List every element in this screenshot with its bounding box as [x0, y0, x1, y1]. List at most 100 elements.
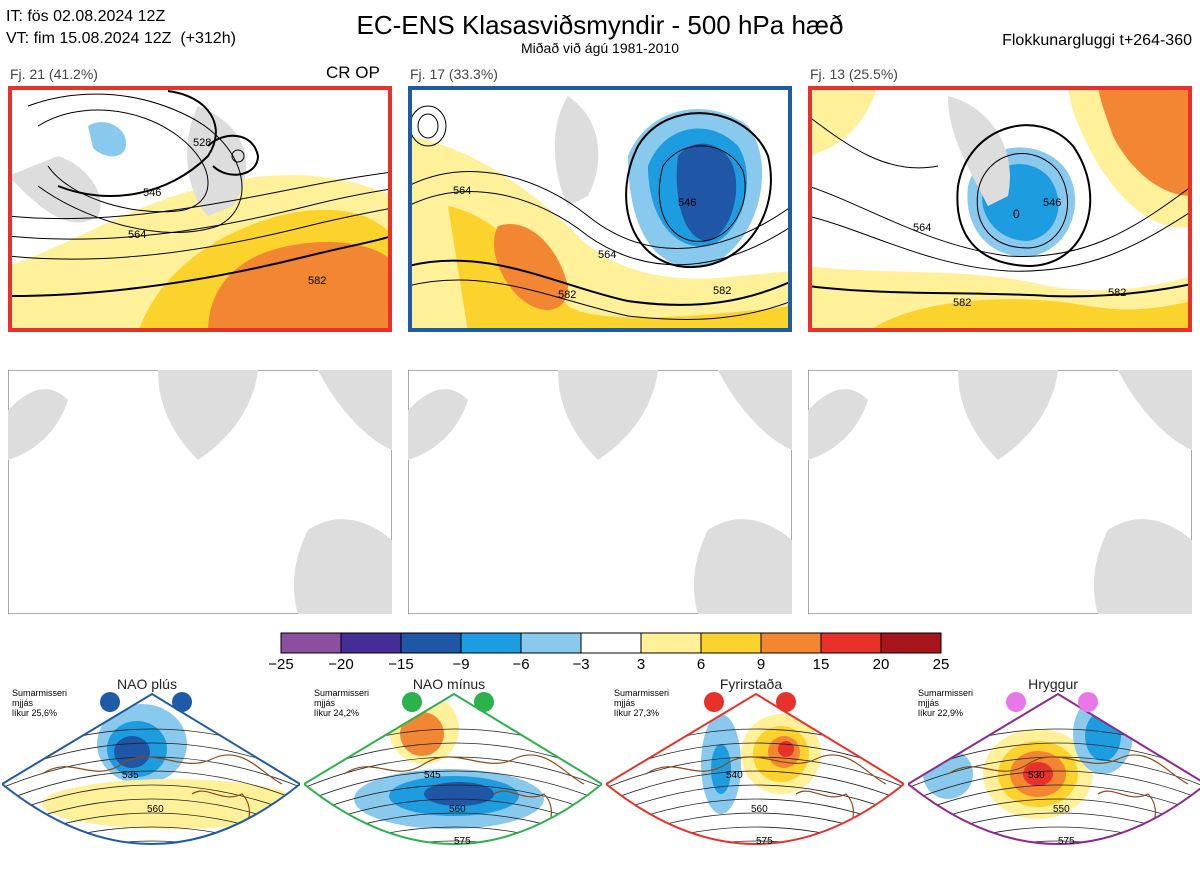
header-info: IT: fös 02.08.2024 12Z VT: fim 15.08.202…	[6, 6, 236, 50]
regime-dot-icon	[402, 692, 422, 712]
colorbar-swatch	[640, 632, 702, 654]
colorbar-swatches	[280, 632, 942, 654]
contour-label: 560	[449, 804, 466, 815]
regime-info-line: Sumarmisseri	[12, 688, 68, 698]
regime-info: Sumarmisseri mjjás líkur 27,3%	[614, 688, 669, 718]
colorbar-tick-label: −3	[572, 656, 590, 673]
regime-info-line: líkur 22,9%	[918, 708, 964, 718]
contour-label: 575	[1058, 836, 1075, 847]
regime-panel: 545 560 575 Sumarmisseri mjjás líkur 24,2% NAO…	[302, 674, 604, 868]
regime-frame	[0, 692, 302, 845]
regime-info: Sumarmisseri mjjás líkur 22,9%	[918, 688, 973, 718]
cluster-2-map: 564 546 564 582 582	[408, 86, 792, 332]
contour-label: 575	[756, 836, 773, 847]
regime-frame	[604, 692, 906, 845]
regime-dot-icon	[474, 692, 494, 712]
cluster-3-label: Fj. 13 (25.5%)	[810, 66, 898, 82]
contour-label: 540	[726, 770, 743, 781]
valid-time: VT: fim 15.08.2024 12Z (+312h)	[6, 30, 236, 47]
colorbar-tick-label: −20	[328, 656, 354, 673]
colorbar	[280, 632, 942, 659]
regime-map: 530 550 575	[906, 692, 1200, 847]
cluster-1-map: 546 564 582 528	[8, 86, 392, 332]
regime-frame	[906, 692, 1200, 845]
contour-label: 582	[953, 297, 971, 309]
regime-info-line: líkur 24,2%	[314, 708, 360, 718]
colorbar-swatch	[760, 632, 822, 654]
regime-info-line: Sumarmisseri	[918, 688, 974, 698]
colorbar-tick-label: −6	[512, 656, 530, 673]
colorbar-tick-label: 9	[756, 656, 766, 673]
regime-map: 540 560 575	[604, 692, 906, 847]
regime-title: NAO mínus	[412, 676, 486, 692]
contour-label: 560	[751, 804, 768, 815]
colorbar-tick-label: −15	[388, 656, 414, 673]
page-title: EC-ENS Klasasviðsmyndir - 500 hPa hæð	[356, 10, 844, 40]
regime-dot-icon	[1078, 692, 1098, 712]
colorbar-swatch	[880, 632, 942, 654]
regime-dot-icon	[704, 692, 724, 712]
contour-label: 582	[308, 275, 326, 287]
classification-window: Flokkunargluggi t+264-360	[1002, 32, 1192, 49]
regime-title: Fyrirstaða	[719, 676, 783, 692]
regime-info: Sumarmisseri mjjás líkur 25,6%	[12, 688, 67, 718]
contour-label: 528	[193, 137, 211, 149]
contour-label: 546	[678, 197, 696, 209]
colorbar-tick-label: 6	[696, 656, 706, 673]
contour-label: 582	[1108, 287, 1126, 299]
regime-dot-icon	[776, 692, 796, 712]
contour-label: 530	[1028, 770, 1045, 781]
regime-title: NAO plús	[117, 676, 177, 692]
regime-map: 545 560 575	[302, 692, 604, 847]
init-time: IT: fös 02.08.2024 12Z	[6, 8, 166, 25]
regime-map: 535 560	[0, 692, 302, 845]
colorbar-swatch	[280, 632, 342, 654]
regime-dot-icon	[1006, 692, 1026, 712]
regime-dot-icon	[172, 692, 192, 712]
contour-label: 545	[424, 770, 441, 781]
colorbar-tick-label: 15	[812, 656, 830, 673]
cluster-3-frame	[808, 86, 1192, 332]
empty-map-2	[408, 370, 792, 614]
colorbar-tick-label: 25	[932, 656, 950, 673]
contour-label: 0	[1013, 207, 1020, 221]
contour-label: 560	[147, 804, 164, 815]
contour-label: 550	[1053, 804, 1070, 815]
colorbar-swatch	[820, 632, 882, 654]
colorbar-tick-label: −25	[268, 656, 294, 673]
colorbar-swatch	[700, 632, 762, 654]
cluster-1-label: Fj. 21 (41.2%)	[10, 66, 98, 82]
regime-dot-icon	[100, 692, 120, 712]
cluster-1-extra: CR OP	[326, 63, 380, 82]
colorbar-swatch	[460, 632, 522, 654]
contour-label: 564	[128, 229, 146, 241]
regime-info: Sumarmisseri mjjás líkur 24,2%	[314, 688, 369, 718]
regime-info-line: mjjás	[614, 698, 636, 708]
cluster-3-map: 564 546 582 582 0	[808, 86, 1192, 332]
cluster-2-frame	[408, 86, 792, 332]
contour-label: 582	[713, 285, 731, 297]
contour-label: 546	[1043, 197, 1061, 209]
contour-label: 546	[143, 187, 161, 199]
page-subtitle: Miðað við ágú 1981-2010	[520, 40, 679, 56]
colorbar-swatch	[400, 632, 462, 654]
regime-info-line: Sumarmisseri	[614, 688, 670, 698]
contour-label: 564	[913, 222, 931, 234]
colorbar-tick-label: 3	[636, 656, 646, 673]
regime-panel: 535 560 Sumarmisseri mjjás líkur 25,6% NAO pl…	[0, 674, 302, 868]
regime-frame	[302, 692, 604, 845]
regime-panel: 540 560 575 Sumarmisseri mjjás líkur 27,3% Fyr…	[604, 674, 906, 868]
colorbar-tick-label: −9	[452, 656, 470, 673]
contour-label: 535	[122, 770, 139, 781]
regime-info-line: líkur 27,3%	[614, 708, 660, 718]
empty-map-3	[808, 370, 1192, 614]
contour-label: 564	[598, 249, 616, 261]
regime-info-line: mjjás	[918, 698, 940, 708]
contour-label: 582	[558, 289, 576, 301]
regime-panel: 530 550 575 Sumarmisseri mjjás líkur 22,9% Hry…	[906, 674, 1200, 868]
regime-info-line: mjjás	[12, 698, 34, 708]
empty-map-1	[8, 370, 392, 614]
colorbar-swatch	[340, 632, 402, 654]
colorbar-tick-label: 20	[872, 656, 890, 673]
contour-label: 564	[453, 185, 471, 197]
